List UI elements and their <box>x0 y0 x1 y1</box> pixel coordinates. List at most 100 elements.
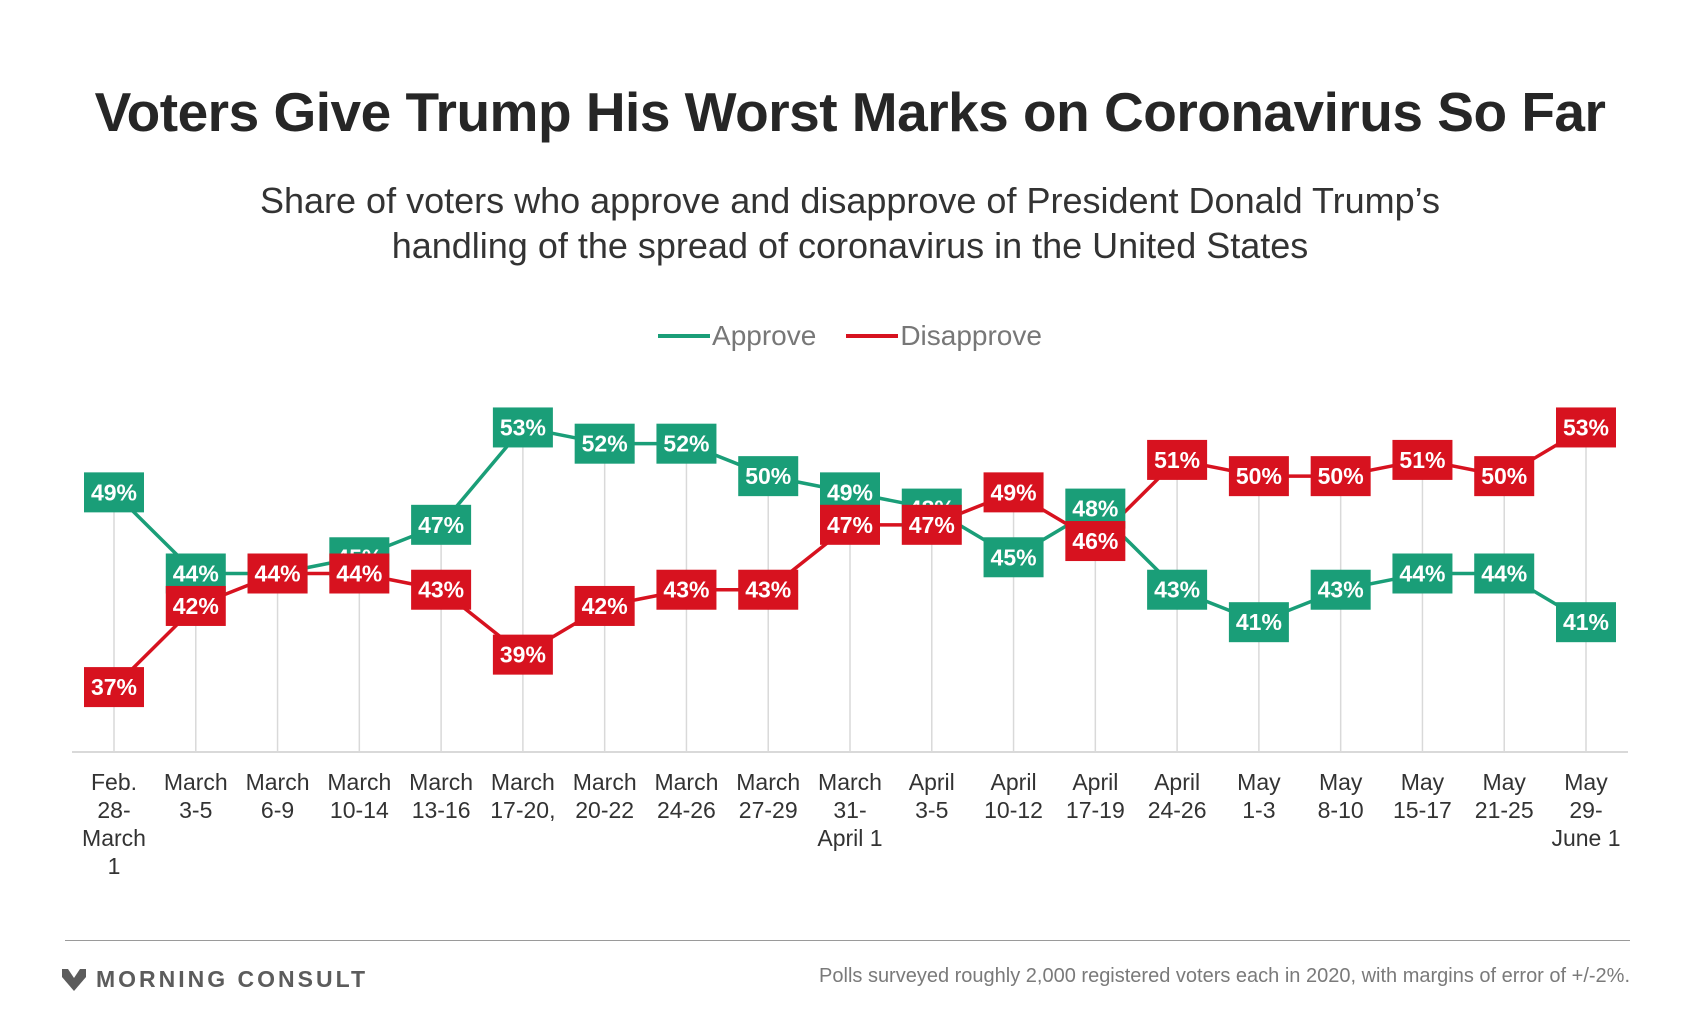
line-chart: Feb. 28-March 1 March 3-5 March 6-9 March 10-14 M… <box>72 407 1628 879</box>
data-labels-disapprove: 37% 42% 44% 44% 43% 39% 42% 43% 43% 47% 47% 49% 46% 5… <box>84 407 1616 708</box>
chart-title: Voters Give Trump His Worst Marks on Cor… <box>94 81 1606 143</box>
data-label: 43% <box>663 577 709 603</box>
x-tick-label: April 3-5 <box>909 769 955 823</box>
legend-label-approve: Approve <box>712 320 817 351</box>
data-label: 46% <box>1072 528 1118 554</box>
data-label: 52% <box>663 431 709 457</box>
data-label-box <box>983 472 1044 513</box>
data-label-box <box>656 423 717 464</box>
morning-consult-logo-icon <box>62 968 86 991</box>
data-label-box <box>1147 569 1208 610</box>
x-tick-label: April 24-26 <box>1148 769 1207 823</box>
data-label: 37% <box>91 674 137 700</box>
data-label: 49% <box>827 479 873 505</box>
data-label-box <box>84 667 144 708</box>
data-label: 39% <box>500 642 546 668</box>
x-tick-label: March 13-16 <box>409 769 473 823</box>
data-labels-approve: 49%44%44%45%47%53%52%52%50%49%48%45%48%4… <box>84 407 1616 643</box>
x-tick-label: March 17-20, <box>490 769 555 823</box>
data-label-box <box>329 553 390 594</box>
data-label: 41% <box>1236 609 1282 635</box>
x-tick-label: April 10-12 <box>984 769 1043 823</box>
data-label: 53% <box>500 414 546 440</box>
data-label-box <box>983 537 1044 578</box>
x-tick-label: March 3-5 <box>164 769 228 823</box>
x-tick-label: March 10-14 <box>327 769 391 823</box>
data-label-box <box>247 553 308 594</box>
data-label: 43% <box>745 577 791 603</box>
legend: Approve Disapprove <box>0 320 1700 352</box>
data-label: 42% <box>173 593 219 619</box>
data-label-box <box>165 585 226 626</box>
legend-item-disapprove: Disapprove <box>846 320 1042 352</box>
x-tick-label: May 15-17 <box>1393 769 1452 823</box>
x-tick-label: May 8-10 <box>1318 769 1364 823</box>
data-label: 52% <box>582 431 628 457</box>
x-tick-label: April 17-19 <box>1066 769 1125 823</box>
data-label-box <box>411 504 472 545</box>
data-label: 47% <box>827 512 873 538</box>
data-label-box <box>1474 553 1535 594</box>
data-label: 50% <box>1318 463 1364 489</box>
data-label-box <box>738 569 799 610</box>
data-label-box <box>901 504 962 545</box>
data-label-box <box>1392 439 1453 480</box>
data-label-box <box>820 504 880 545</box>
data-label: 51% <box>1154 447 1200 473</box>
legend-item-approve: Approve <box>658 320 816 352</box>
x-axis-tick-labels: Feb. 28-March 1 March 3-5 March 6-9 March 10-14 M… <box>82 769 1620 879</box>
data-label: 47% <box>418 512 464 538</box>
data-label-box <box>574 585 635 626</box>
data-label: 43% <box>1318 577 1364 603</box>
x-tick-label: March 31-April 1 <box>817 769 882 851</box>
data-label-box <box>656 569 717 610</box>
data-label-box <box>1556 407 1616 448</box>
data-label: 44% <box>255 561 301 587</box>
x-tick-label: March 20-22 <box>573 769 637 823</box>
data-label-box <box>574 423 635 464</box>
x-tick-label: May 1-3 <box>1237 769 1281 823</box>
x-tick-label: March 6-9 <box>246 769 310 823</box>
data-label: 49% <box>91 479 137 505</box>
data-label: 44% <box>1481 561 1527 587</box>
legend-swatch-disapprove <box>846 334 899 338</box>
data-label-box <box>492 634 553 675</box>
x-tick-label: May 21-25 <box>1475 769 1534 823</box>
data-label: 43% <box>418 577 464 603</box>
data-label-box <box>1228 456 1289 497</box>
data-label: 51% <box>1399 447 1445 473</box>
data-label: 45% <box>991 544 1037 570</box>
data-label-box <box>738 456 799 497</box>
data-label-box <box>1065 521 1126 562</box>
data-label-box <box>1392 553 1453 594</box>
chart-subtitle: Share of voters who approve and disappro… <box>259 180 1441 266</box>
data-label-box <box>492 407 553 448</box>
data-label-box <box>1228 602 1289 643</box>
data-label: 44% <box>1399 561 1445 587</box>
data-label-box <box>1147 439 1208 480</box>
legend-swatch-approve <box>658 334 711 338</box>
data-label: 50% <box>1236 463 1282 489</box>
data-label: 44% <box>173 561 219 587</box>
data-label-box <box>84 472 144 513</box>
legend-label-disapprove: Disapprove <box>900 320 1042 351</box>
x-tick-label: May 29-June 1 <box>1551 769 1620 851</box>
data-label: 41% <box>1563 609 1609 635</box>
footer-divider <box>65 940 1630 941</box>
x-tick-label: March 27-29 <box>736 769 800 823</box>
data-label: 50% <box>745 463 791 489</box>
data-label-box <box>1474 456 1535 497</box>
x-tick-label: Feb. 28-March 1 <box>82 769 146 879</box>
data-label: 47% <box>909 512 955 538</box>
data-label: 43% <box>1154 577 1200 603</box>
data-label-box <box>1310 569 1371 610</box>
data-label: 44% <box>336 561 382 587</box>
data-label: 50% <box>1481 463 1527 489</box>
data-label: 53% <box>1563 414 1609 440</box>
footnote: Polls surveyed roughly 2,000 registered … <box>819 965 1630 987</box>
data-label: 42% <box>582 593 628 619</box>
data-label: 49% <box>991 479 1037 505</box>
data-label-box <box>1310 456 1371 497</box>
data-label-box <box>1556 602 1616 643</box>
x-tick-label: March 24-26 <box>654 769 718 823</box>
